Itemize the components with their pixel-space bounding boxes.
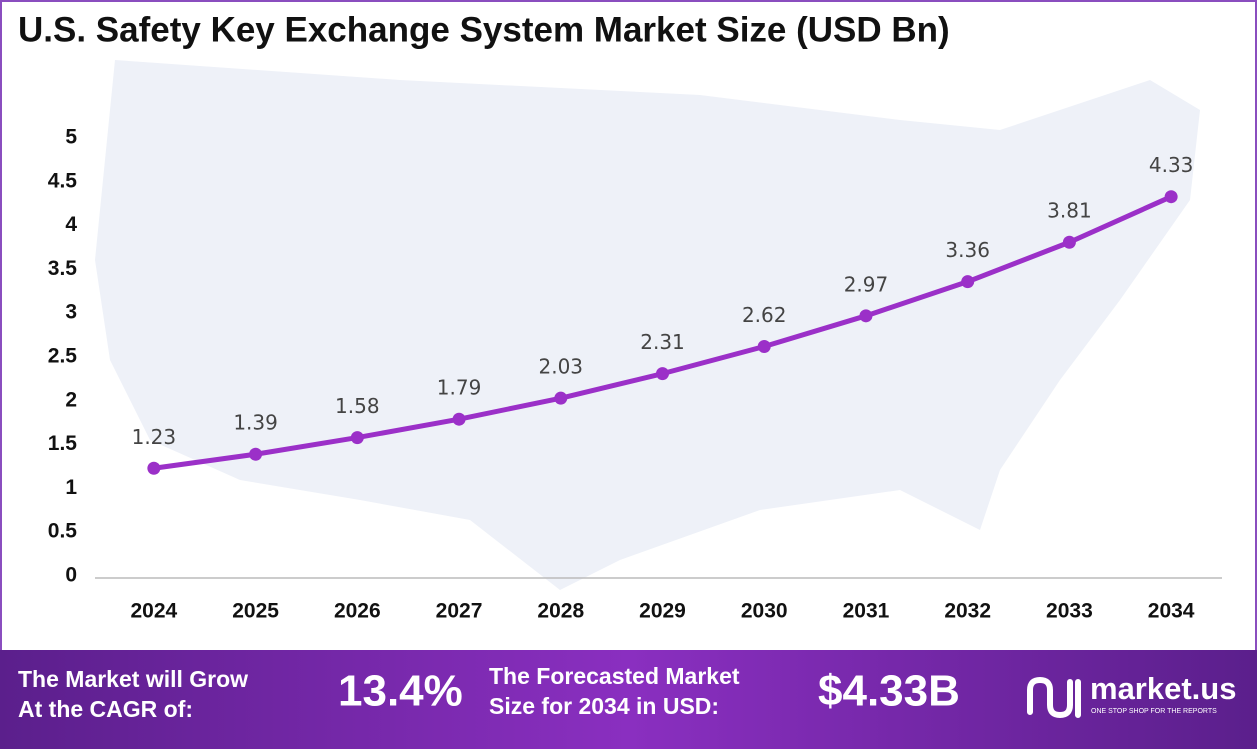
point	[147, 461, 161, 475]
point	[452, 412, 466, 426]
y-tick-label: 0.5	[48, 520, 78, 543]
y-tick-label: 5	[65, 126, 77, 149]
cagr-label: The Market will Grow	[18, 666, 248, 692]
point	[249, 447, 263, 461]
point	[656, 367, 669, 381]
x-tick-label: 2030	[741, 600, 788, 623]
value-label: 2.62	[742, 303, 787, 327]
y-tick-label: 3	[65, 301, 77, 324]
x-tick-label: 2034	[1148, 600, 1195, 623]
forecast-label: Size for 2034 in USD:	[489, 693, 719, 719]
y-tick-label: 0	[65, 564, 77, 587]
value-label: 2.97	[844, 272, 889, 296]
forecast-label: The Forecasted Market	[489, 663, 740, 689]
point	[554, 391, 568, 405]
x-tick-label: 2025	[232, 600, 279, 623]
brand-name: market.us	[1090, 671, 1236, 706]
forecast-value: $4.33B	[818, 667, 960, 716]
cagr-value: 13.4%	[338, 667, 463, 716]
x-tick-label: 2029	[639, 600, 686, 623]
point	[859, 309, 873, 323]
x-tick-label: 2032	[944, 600, 991, 623]
brand-logo	[1027, 676, 1081, 719]
y-tick-label: 2.5	[48, 345, 78, 368]
value-label: 2.31	[640, 330, 685, 354]
chart-title: U.S. Safety Key Exchange System Market S…	[18, 10, 950, 49]
x-tick-label: 2027	[436, 600, 483, 623]
value-label: 2.03	[539, 355, 584, 379]
point	[961, 275, 975, 289]
y-tick-label: 2	[65, 388, 77, 411]
x-tick-label: 2031	[843, 600, 890, 623]
y-tick-label: 1	[65, 476, 77, 499]
value-label: 3.36	[945, 238, 990, 262]
cagr-label: At the CAGR of:	[18, 696, 193, 722]
point	[1164, 190, 1178, 204]
x-tick-label: 2028	[537, 600, 584, 623]
value-label: 3.81	[1047, 199, 1092, 223]
value-label: 1.23	[132, 425, 177, 449]
x-tick-label: 2026	[334, 600, 381, 623]
x-tick-label: 2024	[131, 600, 178, 623]
y-tick-label: 4.5	[48, 169, 78, 192]
brand-tagline: ONE STOP SHOP FOR THE REPORTS	[1091, 708, 1217, 715]
x-tick-label: 2033	[1046, 600, 1093, 623]
value-label: 4.33	[1149, 153, 1194, 177]
point	[757, 339, 771, 353]
point	[1062, 235, 1076, 249]
y-tick-label: 4	[65, 213, 77, 236]
point	[350, 431, 364, 445]
map-background	[95, 60, 1200, 590]
y-tick-label: 3.5	[48, 257, 78, 280]
value-label: 1.58	[335, 394, 380, 418]
value-label: 1.39	[233, 411, 278, 435]
value-label: 1.79	[437, 376, 482, 400]
y-tick-label: 1.5	[48, 432, 78, 455]
